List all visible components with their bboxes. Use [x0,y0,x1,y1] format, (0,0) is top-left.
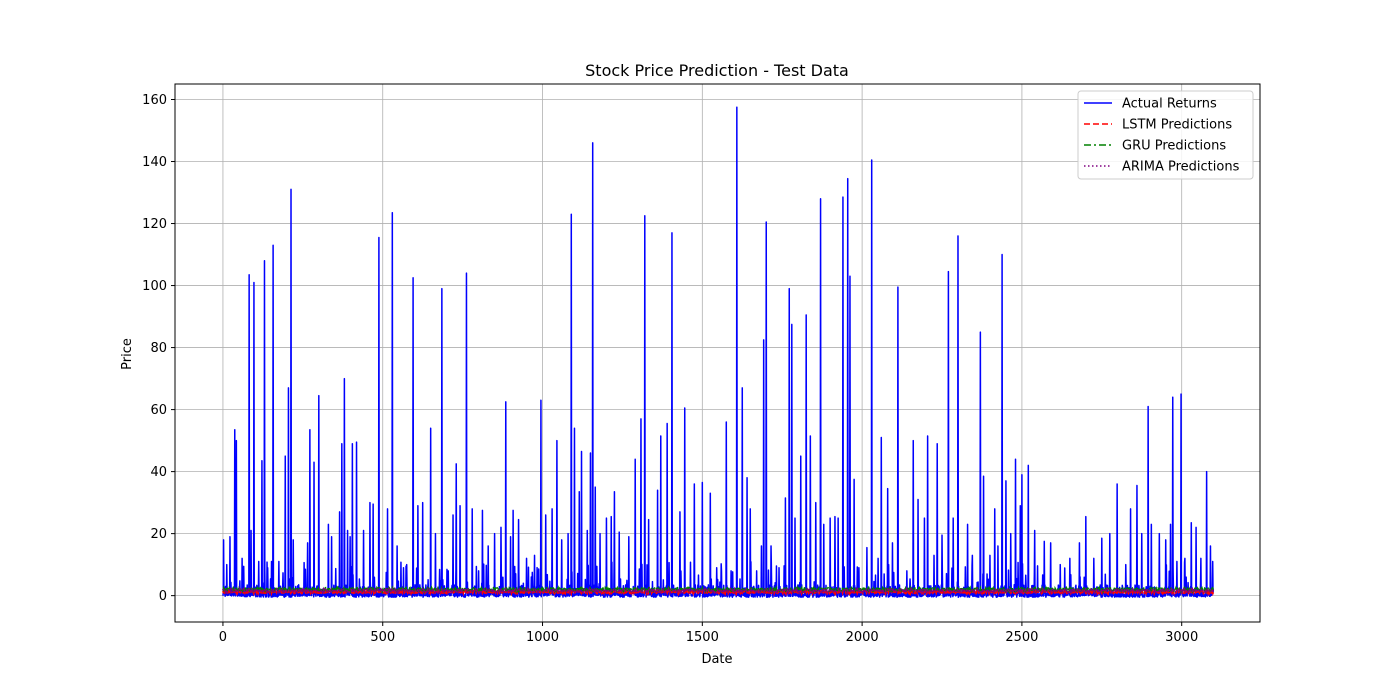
legend: Actual Returns LSTM Predictions GRU Predic… [1077,90,1254,180]
plot-area-frame [174,83,1261,623]
series-line-arima-predictions [222,585,1215,596]
y-tick-label: 160 [142,93,167,108]
y-tick-label: 100 [142,279,167,294]
series-line-gru-predictions [222,584,1215,595]
legend-label: Actual Returns [1122,97,1217,112]
chart-title: Stock Price Prediction - Test Data [585,61,849,80]
legend-frame [1077,90,1254,180]
x-tick-label: 0 [219,630,227,645]
x-axis-ticks: 0 500 1000 1500 2000 2500 3000 [219,622,1198,645]
series-layer [222,106,1215,598]
y-axis-ticks: 0 20 40 60 80 100 120 140 160 [142,93,175,604]
y-tick-label: 80 [150,341,167,356]
y-tick-label: 20 [150,527,167,542]
legend-label: ARIMA Predictions [1122,160,1240,175]
x-tick-label: 3000 [1165,630,1198,645]
x-tick-label: 2000 [846,630,879,645]
legend-entry-gru-predictions: GRU Predictions [1084,139,1226,154]
legend-entry-actual-returns: Actual Returns [1084,97,1217,112]
legend-entry-arima-predictions: ARIMA Predictions [1084,160,1240,175]
y-tick-label: 0 [159,589,167,604]
x-tick-label: 1500 [686,630,719,645]
legend-label: GRU Predictions [1122,139,1226,154]
x-axis-label: Date [701,652,732,667]
x-tick-label: 1000 [526,630,559,645]
y-tick-label: 60 [150,403,167,418]
legend-entry-lstm-predictions: LSTM Predictions [1084,118,1232,133]
x-tick-label: 2500 [1005,630,1038,645]
legend-label: LSTM Predictions [1122,118,1232,133]
y-tick-label: 40 [150,465,167,480]
y-axis-label: Price [120,338,135,370]
y-tick-label: 140 [142,155,167,170]
x-tick-label: 500 [370,630,395,645]
y-tick-label: 120 [142,217,167,232]
